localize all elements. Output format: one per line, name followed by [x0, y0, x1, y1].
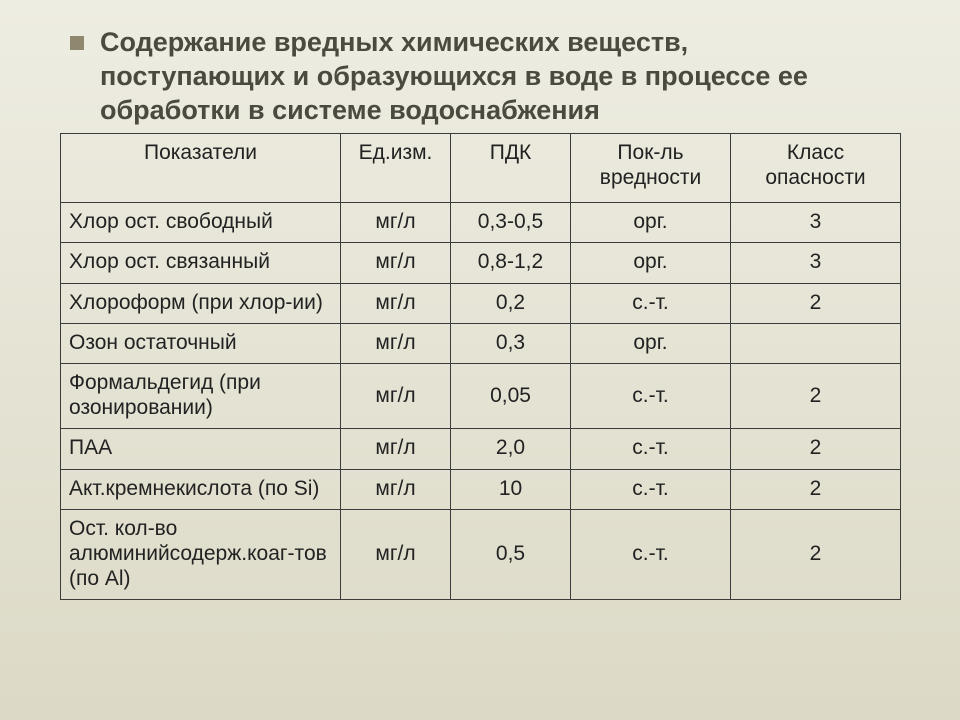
cell-indicator: Озон остаточный	[61, 323, 341, 363]
slide: Содержание вредных химических веществ, п…	[0, 0, 960, 720]
cell-harm: с.-т.	[571, 509, 731, 600]
cell-unit: мг/л	[341, 243, 451, 283]
cell-class	[731, 323, 901, 363]
cell-pdk: 10	[451, 469, 571, 509]
cell-indicator: Ост. кол-во алюминийсодерж.коаг-тов (по …	[61, 509, 341, 600]
cell-pdk: 0,8-1,2	[451, 243, 571, 283]
cell-harm: с.-т.	[571, 429, 731, 469]
cell-unit: мг/л	[341, 429, 451, 469]
table-row: Ост. кол-во алюминийсодерж.коаг-тов (по …	[61, 509, 901, 600]
cell-unit: мг/л	[341, 203, 451, 243]
chemicals-table: Показатели Ед.изм. ПДК Пок-ль вредности …	[60, 133, 901, 600]
cell-pdk: 0,3-0,5	[451, 203, 571, 243]
cell-harm: орг.	[571, 203, 731, 243]
cell-pdk: 0,3	[451, 323, 571, 363]
cell-unit: мг/л	[341, 509, 451, 600]
cell-unit: мг/л	[341, 364, 451, 429]
cell-indicator: ПАА	[61, 429, 341, 469]
cell-indicator: Хлор ост. связанный	[61, 243, 341, 283]
cell-indicator: Акт.кремнекислота (по Si)	[61, 469, 341, 509]
col-header-pdk: ПДК	[451, 134, 571, 203]
col-header-indicator: Показатели	[61, 134, 341, 203]
table-row: Хлороформ (при хлор-ии) мг/л 0,2 с.-т. 2	[61, 283, 901, 323]
cell-harm: орг.	[571, 323, 731, 363]
cell-harm: с.-т.	[571, 283, 731, 323]
cell-pdk: 0,5	[451, 509, 571, 600]
col-header-unit: Ед.изм.	[341, 134, 451, 203]
cell-indicator: Хлороформ (при хлор-ии)	[61, 283, 341, 323]
cell-class: 2	[731, 364, 901, 429]
cell-class: 2	[731, 509, 901, 600]
cell-unit: мг/л	[341, 323, 451, 363]
table-row: Акт.кремнекислота (по Si) мг/л 10 с.-т. …	[61, 469, 901, 509]
cell-class: 2	[731, 469, 901, 509]
cell-pdk: 0,05	[451, 364, 571, 429]
cell-class: 3	[731, 243, 901, 283]
table-header-row: Показатели Ед.изм. ПДК Пок-ль вредности …	[61, 134, 901, 203]
cell-harm: орг.	[571, 243, 731, 283]
cell-pdk: 0,2	[451, 283, 571, 323]
table-row: Формальдегид (при озонировании) мг/л 0,0…	[61, 364, 901, 429]
cell-unit: мг/л	[341, 283, 451, 323]
cell-class: 2	[731, 283, 901, 323]
table-row: ПАА мг/л 2,0 с.-т. 2	[61, 429, 901, 469]
col-header-hazardclass: Класс опасности	[731, 134, 901, 203]
col-header-harm: Пок-ль вредности	[571, 134, 731, 203]
cell-harm: с.-т.	[571, 364, 731, 429]
cell-pdk: 2,0	[451, 429, 571, 469]
table-row: Хлор ост. свободный мг/л 0,3-0,5 орг. 3	[61, 203, 901, 243]
cell-unit: мг/л	[341, 469, 451, 509]
cell-class: 2	[731, 429, 901, 469]
cell-class: 3	[731, 203, 901, 243]
slide-title: Содержание вредных химических веществ, п…	[100, 26, 880, 127]
title-bullet-icon	[70, 36, 84, 50]
cell-indicator: Формальдегид (при озонировании)	[61, 364, 341, 429]
table-row: Хлор ост. связанный мг/л 0,8-1,2 орг. 3	[61, 243, 901, 283]
cell-harm: с.-т.	[571, 469, 731, 509]
table-row: Озон остаточный мг/л 0,3 орг.	[61, 323, 901, 363]
cell-indicator: Хлор ост. свободный	[61, 203, 341, 243]
